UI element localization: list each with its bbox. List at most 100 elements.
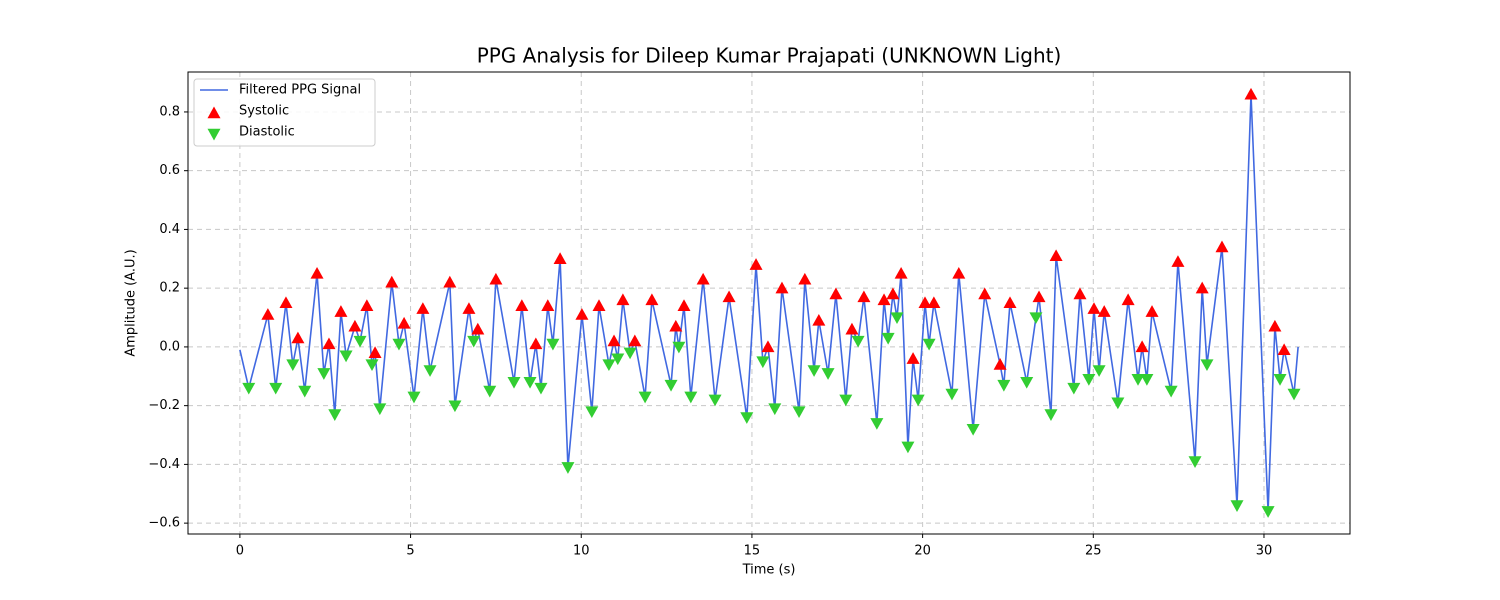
- x-axis-label: Time (s): [742, 563, 796, 578]
- systolic-marker: [515, 299, 529, 311]
- diastolic-marker: [546, 338, 560, 351]
- plot-frame: [187, 71, 1351, 535]
- y-tick-label: −0.2: [148, 398, 180, 413]
- diastolic-marker: [373, 403, 387, 416]
- systolic-marker: [592, 299, 606, 311]
- systolic-marker: [443, 275, 457, 288]
- y-tick-label: −0.6: [148, 516, 180, 531]
- systolic-marker: [1195, 281, 1209, 294]
- diastolic-marker: [684, 391, 698, 404]
- systolic-marker: [628, 334, 642, 347]
- diastolic-marker: [1111, 397, 1125, 410]
- systolic-marker: [669, 319, 683, 332]
- y-tick-label: 0.6: [159, 163, 180, 178]
- systolic-marker: [798, 272, 812, 285]
- systolic-marker: [360, 299, 374, 311]
- systolic-marker: [906, 352, 920, 364]
- diastolic-marker: [881, 332, 895, 345]
- diastolic-marker: [839, 394, 853, 407]
- diastolic-marker: [611, 353, 625, 366]
- chart-title: PPG Analysis for Dileep Kumar Prajapati …: [477, 44, 1062, 68]
- diastolic-marker: [339, 350, 353, 363]
- diastolic-marker: [317, 368, 331, 380]
- systolic-marker: [978, 287, 992, 300]
- diastolic-marker: [623, 347, 637, 360]
- diastolic-marker: [1140, 374, 1154, 386]
- diastolic-marker: [821, 368, 835, 380]
- diastolic-marker: [997, 379, 1011, 392]
- diastolic-marker: [286, 359, 300, 372]
- diastolic-marker: [523, 376, 537, 389]
- systolic-marker: [261, 308, 275, 320]
- x-tick-label: 15: [744, 544, 761, 559]
- systolic-marker: [749, 258, 763, 270]
- diastolic-marker: [807, 365, 821, 377]
- diastolic-marker: [966, 423, 980, 436]
- diastolic-marker: [922, 338, 936, 351]
- diastolic-marker: [1273, 374, 1287, 386]
- systolic-marker: [553, 252, 567, 264]
- diastolic-marker: [392, 338, 406, 351]
- y-tick-label: 0.4: [159, 222, 180, 237]
- diastolic-marker: [1082, 374, 1096, 386]
- systolic-marker: [993, 358, 1007, 370]
- legend-label: Diastolic: [239, 125, 295, 140]
- diastolic-marker: [1230, 500, 1244, 513]
- diastolic-marker: [792, 406, 806, 419]
- legend-box: [193, 78, 376, 147]
- systolic-marker: [416, 302, 430, 314]
- diastolic-marker: [1287, 388, 1301, 401]
- diastolic-marker: [483, 385, 497, 398]
- systolic-marker: [575, 308, 589, 320]
- systolic-marker: [1032, 290, 1046, 303]
- systolic-marker: [1097, 305, 1111, 317]
- systolic-marker: [918, 296, 932, 309]
- systolic-marker: [1121, 293, 1135, 306]
- systolic-marker: [952, 266, 966, 279]
- diastolic-marker: [242, 382, 256, 395]
- systolic-marker: [645, 293, 659, 306]
- legend-marker: [207, 106, 221, 119]
- systolic-marker: [291, 331, 305, 344]
- systolic-marker: [471, 322, 485, 335]
- systolic-marker: [1215, 240, 1229, 253]
- diastolic-marker: [1067, 382, 1081, 395]
- diastolic-marker: [365, 359, 379, 372]
- x-tick-label: 20: [914, 544, 931, 559]
- systolic-marker: [348, 319, 362, 332]
- systolic-marker: [368, 346, 382, 358]
- diastolic-marker: [945, 388, 959, 401]
- systolic-marker: [310, 266, 324, 279]
- x-tick-label: 10: [573, 544, 590, 559]
- diastolic-marker: [890, 312, 904, 325]
- legend-label: Systolic: [239, 104, 289, 119]
- systolic-marker: [1145, 305, 1159, 317]
- systolic-marker: [489, 272, 503, 285]
- diastolic-marker: [561, 462, 575, 474]
- systolic-marker: [761, 340, 775, 353]
- diastolic-marker: [664, 379, 678, 392]
- systolic-marker: [1049, 249, 1063, 262]
- grid: [188, 72, 1350, 534]
- diastolic-marker: [756, 356, 770, 369]
- systolic-marker: [927, 296, 941, 309]
- diastolic-marker: [768, 403, 782, 416]
- diastolic-marker: [1131, 374, 1145, 386]
- diastolic-marker: [507, 376, 521, 389]
- diastolic-marker: [298, 385, 312, 398]
- systolic-marker: [812, 313, 826, 326]
- y-tick-label: 0.0: [159, 339, 180, 354]
- systolic-marker: [1171, 255, 1185, 267]
- diastolic-marker: [708, 394, 722, 407]
- systolic-marker: [1268, 319, 1282, 332]
- systolic-marker: [607, 334, 621, 347]
- systolic-marker: [1073, 287, 1087, 300]
- systolic-marker: [696, 272, 710, 285]
- systolic-marker: [829, 287, 843, 300]
- systolic-marker: [1135, 340, 1149, 353]
- diastolic-marker: [423, 365, 437, 377]
- diastolic-marker: [467, 335, 481, 348]
- diastolic-marker: [1200, 359, 1214, 372]
- diastolic-marker: [407, 391, 421, 404]
